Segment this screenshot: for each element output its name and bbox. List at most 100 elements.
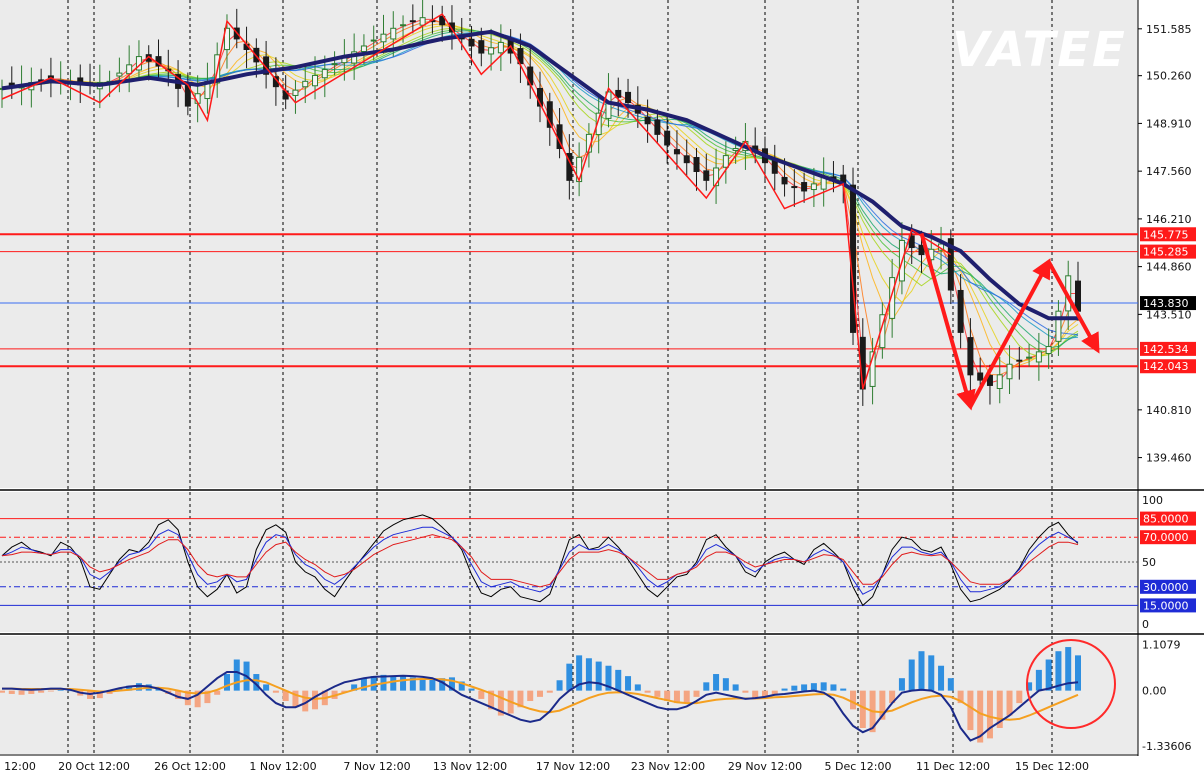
- candle: [497, 24, 504, 72]
- candle: [126, 45, 133, 93]
- macd-bar: [1045, 659, 1052, 691]
- stoch-level-tag: 15.0000: [1140, 598, 1196, 613]
- level-tag-bg: [1140, 341, 1196, 356]
- candle-body: [116, 72, 123, 77]
- candle-body: [331, 63, 338, 66]
- macd-bar: [722, 678, 729, 691]
- stoch-series: [1, 526, 1079, 595]
- level-tag-text: 142.043: [1143, 360, 1189, 373]
- macd-bar: [752, 690, 759, 699]
- candle: [1016, 346, 1023, 380]
- candle-body: [1035, 351, 1042, 363]
- candle: [1045, 328, 1052, 369]
- candle-body: [986, 374, 993, 386]
- candle: [703, 153, 710, 191]
- candle-body: [801, 182, 808, 192]
- candle: [370, 25, 377, 61]
- macd-bar: [664, 690, 671, 702]
- macd-bar: [732, 684, 739, 691]
- candle-body: [693, 157, 700, 173]
- macd-bar: [488, 690, 495, 710]
- stoch-series: [1, 534, 1079, 588]
- macd-bar: [28, 690, 35, 694]
- macd-bar: [938, 665, 945, 691]
- stoch-tick-label: 50: [1142, 556, 1156, 569]
- macd-bar: [967, 690, 974, 731]
- macd-bar: [1026, 682, 1033, 691]
- stoch-tick-label: 0: [1142, 618, 1149, 631]
- macd-bar: [771, 690, 778, 695]
- macd-bar: [1065, 647, 1072, 691]
- macd-bar: [126, 685, 133, 691]
- candle-body: [409, 20, 416, 23]
- macd-bar: [18, 690, 25, 695]
- candle-body: [1075, 280, 1081, 312]
- stoch-level-tag: 30.0000: [1140, 579, 1196, 594]
- macd-bar: [194, 690, 201, 708]
- candle: [713, 148, 720, 204]
- macd-bar: [879, 690, 886, 720]
- candle-body: [703, 170, 710, 181]
- level-tag-text: 142.534: [1143, 343, 1189, 356]
- macd-bar: [409, 677, 416, 691]
- macd-bar: [67, 690, 74, 692]
- macd-bar: [458, 681, 465, 691]
- macd-bar: [448, 677, 455, 691]
- macd-bar: [214, 690, 221, 695]
- macd-tick-label: 0.00: [1142, 685, 1167, 698]
- candle-body: [370, 39, 377, 42]
- macd-bar: [439, 678, 446, 691]
- macd-bar: [360, 678, 367, 691]
- candle-body: [908, 235, 915, 249]
- macd-bar: [233, 659, 240, 691]
- time-label: 20 Oct 12:00: [58, 760, 130, 773]
- price-tick-label: 147.560: [1146, 165, 1192, 178]
- macd-bar: [292, 690, 299, 708]
- stoch-level-tag-bg: [1140, 598, 1196, 613]
- candle: [664, 115, 671, 164]
- candle-body: [360, 45, 367, 53]
- price-axis: 151.585 150.260 148.910 147.560 146.210 144.8…: [1138, 23, 1192, 753]
- macd-bar: [986, 690, 993, 739]
- macd-bar: [478, 690, 485, 699]
- macd-line: [2, 671, 1079, 742]
- macd-bar: [1006, 690, 1013, 716]
- macd-bar: [400, 676, 407, 691]
- candle-body: [889, 277, 896, 319]
- macd-bar: [859, 690, 866, 728]
- stoch-level-tag-bg: [1140, 511, 1196, 526]
- macd-bar: [546, 690, 553, 693]
- macd-bar: [468, 688, 475, 691]
- candle: [488, 28, 495, 71]
- macd-bar: [889, 690, 896, 704]
- macd-bar: [517, 690, 524, 708]
- macd-bar: [820, 682, 827, 691]
- macd-bar: [497, 690, 504, 716]
- level-tag: 145.285: [1140, 244, 1196, 259]
- time-label: 23 Nov 12:00: [631, 760, 705, 773]
- macd-tick-label: -1.33606: [1142, 740, 1191, 753]
- highlight-circle: [1026, 639, 1116, 729]
- macd-bar: [673, 690, 680, 704]
- candle-body: [380, 33, 387, 43]
- macd-bar: [38, 690, 45, 693]
- time-label: 26 Oct 12:00: [154, 760, 226, 773]
- price-tick-label: 146.210: [1146, 213, 1192, 226]
- macd-bar: [615, 669, 622, 691]
- macd-bar: [644, 690, 651, 693]
- candle-body: [439, 15, 446, 26]
- macd-bar: [742, 690, 749, 693]
- macd-bar: [634, 684, 641, 691]
- ribbon-line: [1, 30, 1079, 349]
- candle-body: [478, 40, 485, 54]
- macd-bar: [556, 680, 563, 691]
- current-price-tag: 143.830: [1140, 296, 1196, 311]
- candle: [546, 92, 553, 146]
- macd-bar: [996, 690, 1003, 728]
- macd-bar: [527, 690, 534, 702]
- macd-bar: [703, 682, 710, 691]
- forecast-arrow: [919, 232, 976, 411]
- forecast-arrows: [919, 232, 1100, 411]
- candle-body: [448, 22, 455, 33]
- candle-body: [312, 74, 319, 87]
